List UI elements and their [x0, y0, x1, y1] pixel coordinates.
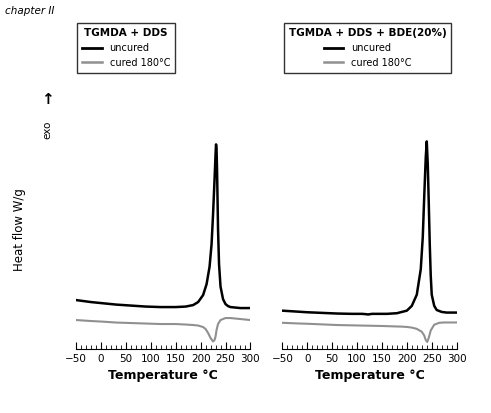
X-axis label: Temperature °C: Temperature °C — [109, 369, 218, 382]
Text: ↑: ↑ — [41, 92, 54, 107]
Text: Heat flow W/g: Heat flow W/g — [13, 188, 26, 271]
Text: exo: exo — [42, 121, 52, 139]
Legend: uncured, cured 180°C: uncured, cured 180°C — [284, 23, 451, 73]
X-axis label: Temperature °C: Temperature °C — [315, 369, 424, 382]
Legend: uncured, cured 180°C: uncured, cured 180°C — [78, 23, 175, 73]
Text: chapter II: chapter II — [5, 6, 55, 16]
